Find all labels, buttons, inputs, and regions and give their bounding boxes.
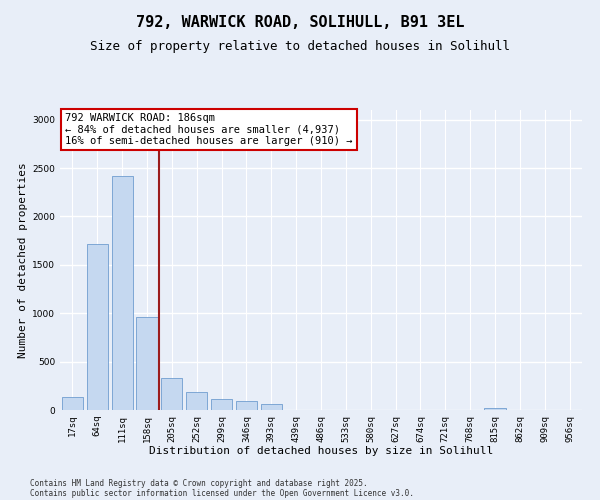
Text: Contains HM Land Registry data © Crown copyright and database right 2025.: Contains HM Land Registry data © Crown c… [30,478,368,488]
X-axis label: Distribution of detached houses by size in Solihull: Distribution of detached houses by size … [149,446,493,456]
Bar [186,392,207,410]
Text: 792 WARWICK ROAD: 186sqm
← 84% of detached houses are smaller (4,937)
16% of sem: 792 WARWICK ROAD: 186sqm ← 84% of detach… [65,113,353,146]
Text: 792, WARWICK ROAD, SOLIHULL, B91 3EL: 792, WARWICK ROAD, SOLIHULL, B91 3EL [136,15,464,30]
Bar [236,402,257,410]
Bar [62,398,83,410]
Bar [112,176,133,410]
Text: Contains public sector information licensed under the Open Government Licence v3: Contains public sector information licen… [30,488,414,498]
Bar [261,404,282,410]
Bar [136,317,158,410]
Bar [211,400,232,410]
Bar [87,244,108,410]
Bar [161,378,182,410]
Text: Size of property relative to detached houses in Solihull: Size of property relative to detached ho… [90,40,510,53]
Y-axis label: Number of detached properties: Number of detached properties [18,162,28,358]
Bar [484,408,506,410]
